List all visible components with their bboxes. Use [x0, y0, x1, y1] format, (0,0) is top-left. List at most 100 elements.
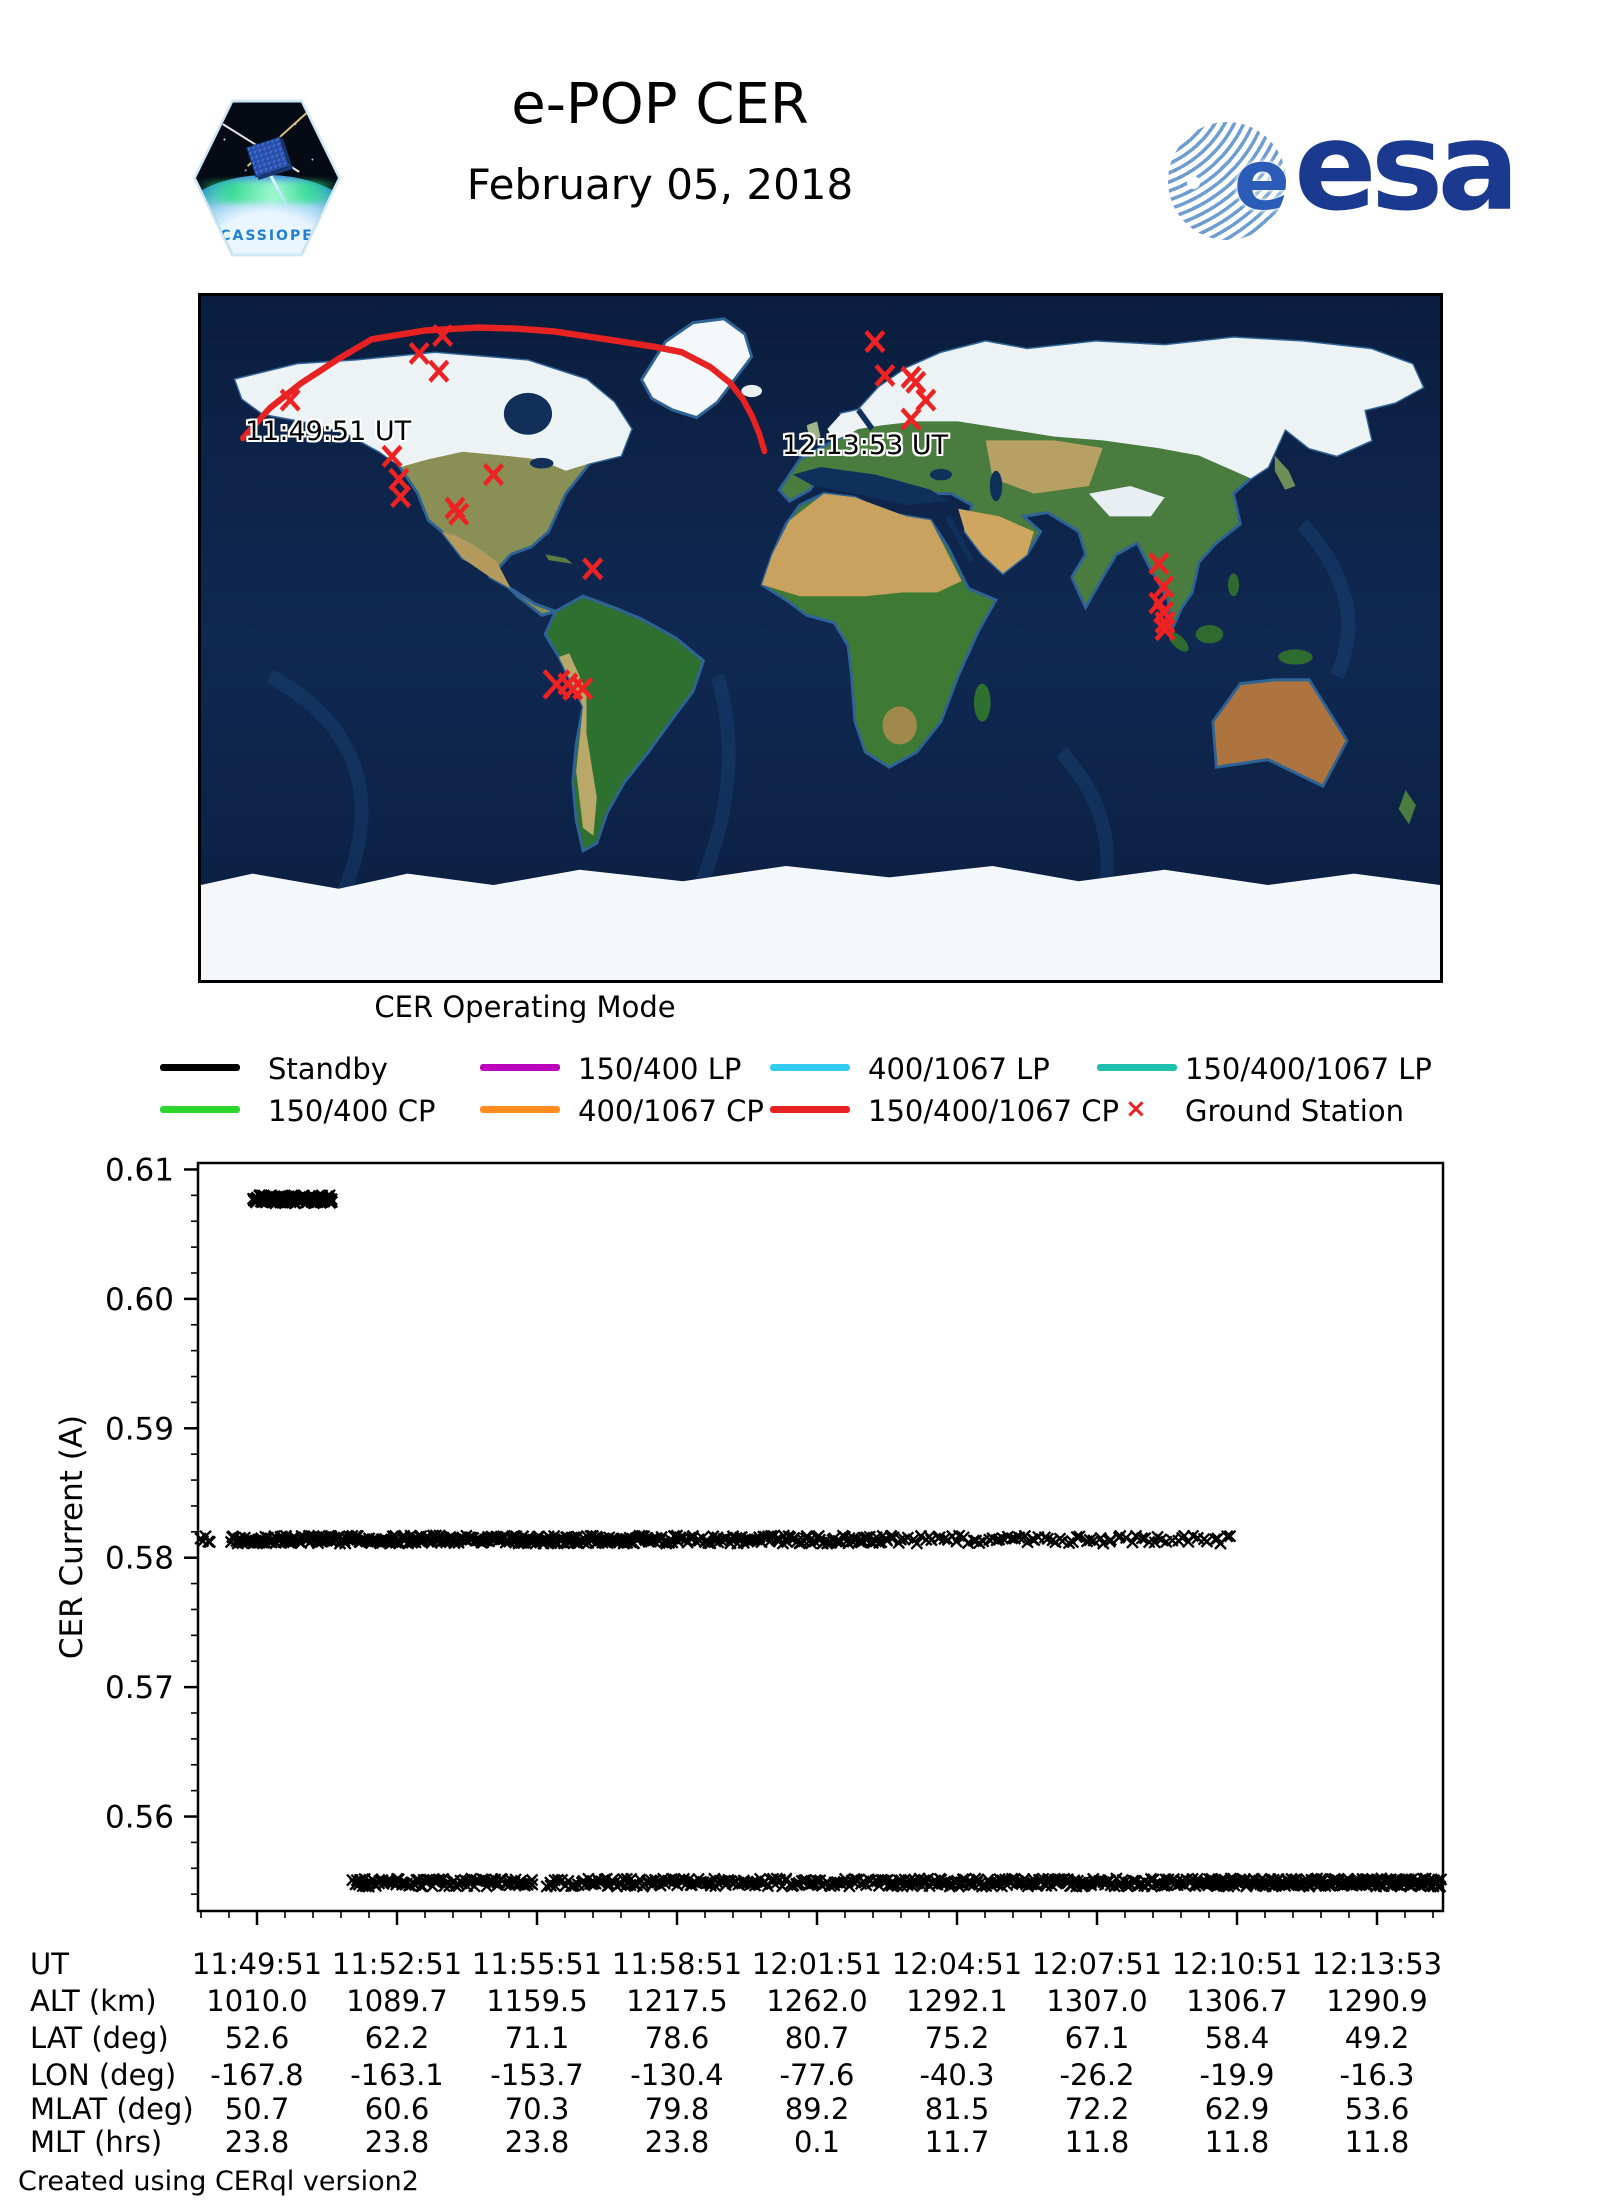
table-cell: 70.3 [504, 2092, 570, 2126]
table-row-label: LON (deg) [30, 2058, 177, 2092]
table-cell: 11.8 [1064, 2125, 1130, 2159]
table-cell: -77.6 [779, 2058, 855, 2092]
ground-station-marker [572, 676, 594, 701]
page-date: February 05, 2018 [466, 160, 854, 209]
credit-text: Created using CERql version2 [18, 2166, 419, 2197]
legend-swatch-line [480, 1106, 560, 1113]
cassiope-wordmark: CASSIOPE [220, 228, 314, 245]
legend-label: 150/400 LP [578, 1052, 742, 1086]
table-cell: 11.8 [1344, 2125, 1410, 2159]
legend-label: 150/400/1067 LP [1185, 1052, 1432, 1086]
table-cell: 1262.0 [766, 1984, 868, 2018]
table-cell: 71.1 [504, 2021, 570, 2055]
ground-station-marker [279, 388, 301, 412]
ground-station-marker [1154, 610, 1176, 634]
table-cell: 11:49:51 [191, 1947, 323, 1981]
ground-station-marker [582, 557, 604, 581]
ground-station-marker [483, 463, 505, 487]
table-cell: 12:01:51 [751, 1947, 883, 1981]
cer-current-chart: 0.56 0.57 0.58 0.59 0.60 0.61 CER Current (A) [54, 1152, 1448, 1925]
table-cell: 1290.9 [1326, 1984, 1428, 2018]
table-cell: 58.4 [1204, 2021, 1270, 2055]
table-cell: 23.8 [224, 2125, 290, 2159]
table-cell: 0.1 [793, 2125, 841, 2159]
ground-station-marker [408, 341, 430, 365]
track-start-time-label: 11:49:51 UT [245, 416, 412, 447]
y-tick-label: 0.58 [105, 1541, 174, 1577]
table-cell: 80.7 [784, 2021, 850, 2055]
table-cell: -16.3 [1339, 2058, 1415, 2092]
greenland [639, 317, 754, 420]
table-cell: 23.8 [364, 2125, 430, 2159]
esa-globe-dot [1186, 176, 1200, 190]
ground-station-marker [428, 359, 450, 383]
table-cell: 11:52:51 [331, 1947, 463, 1981]
table-cell: -163.1 [350, 2058, 444, 2092]
ground-station-marker [874, 363, 896, 387]
legend-label: Standby [268, 1052, 388, 1086]
table-cell: 11:58:51 [611, 1947, 743, 1981]
table-cell: 12:13:53 [1311, 1947, 1443, 1981]
ground-station-marker [381, 444, 403, 468]
table-cell: 1307.0 [1046, 1984, 1148, 2018]
table-cell: 89.2 [784, 2092, 850, 2126]
table-cell: 75.2 [924, 2021, 990, 2055]
table-cell: 53.6 [1344, 2092, 1410, 2126]
cassiope-mission-patch: CASSIOPE [193, 98, 341, 258]
legend-swatch-line [1097, 1064, 1177, 1071]
legend-swatch-line [480, 1064, 560, 1071]
table-cell: 12:04:51 [891, 1947, 1023, 1981]
snow-eurasia [827, 337, 1423, 479]
table-cell: 1217.5 [626, 1984, 728, 2018]
world-map [201, 296, 1440, 980]
legend-swatch-line [770, 1064, 850, 1071]
y-tick-label: 0.57 [105, 1670, 174, 1706]
esa-globe-e: e [1233, 131, 1286, 230]
ground-station-marker [448, 502, 470, 526]
table-cell: 23.8 [504, 2125, 570, 2159]
legend-title: CER Operating Mode [374, 990, 676, 1024]
table-cell: 81.5 [924, 2092, 990, 2126]
page-title: e-POP CER [511, 72, 809, 137]
table-cell: -167.8 [210, 2058, 304, 2092]
table-cell: 11:55:51 [471, 1947, 603, 1981]
table-cell: 1306.7 [1186, 1984, 1288, 2018]
ground-station-marker [1153, 575, 1175, 599]
esa-logo: e esa [1168, 96, 1520, 258]
table-row-label: MLAT (deg) [30, 2092, 194, 2126]
track-end-time-label: 12:13:53 UT [782, 430, 949, 461]
snow-north-america [235, 353, 632, 471]
ground-station-marker [905, 370, 927, 394]
legend-label: 400/1067 CP [578, 1094, 764, 1128]
table-cell: 50.7 [224, 2092, 290, 2126]
table-row-label: MLT (hrs) [30, 2125, 163, 2159]
scatter-band [346, 1872, 1448, 1893]
legend-swatch-line [160, 1106, 240, 1113]
legend-label: 150/400 CP [268, 1094, 436, 1128]
table-cell: -26.2 [1059, 2058, 1135, 2092]
legend-label: 150/400/1067 CP [868, 1094, 1120, 1128]
ground-station-marker [900, 407, 922, 431]
table-cell: 62.2 [364, 2021, 430, 2055]
y-tick-label: 0.60 [105, 1282, 174, 1318]
ground-station-marker [542, 669, 571, 700]
ground-station-marker [390, 485, 412, 509]
table-cell: 1089.7 [346, 1984, 448, 2018]
table-cell: 1159.5 [486, 1984, 588, 2018]
ground-station-marker [1148, 551, 1170, 576]
legend-swatch-line [770, 1106, 850, 1113]
table-cell: 72.2 [1064, 2092, 1130, 2126]
table-cell: 12:07:51 [1031, 1947, 1163, 1981]
legend-swatch-x-marker: × [1125, 1094, 1147, 1124]
ground-station-marker [864, 330, 886, 354]
table-cell: -130.4 [630, 2058, 724, 2092]
legend-swatch-line [160, 1064, 240, 1071]
table-cell: 1292.1 [906, 1984, 1008, 2018]
table-cell: 12:10:51 [1171, 1947, 1303, 1981]
table-row-label: UT [30, 1947, 69, 1981]
table-cell: -19.9 [1199, 2058, 1275, 2092]
table-cell: 11.7 [924, 2125, 990, 2159]
y-tick-label: 0.56 [105, 1800, 174, 1836]
table-cell: 60.6 [364, 2092, 430, 2126]
